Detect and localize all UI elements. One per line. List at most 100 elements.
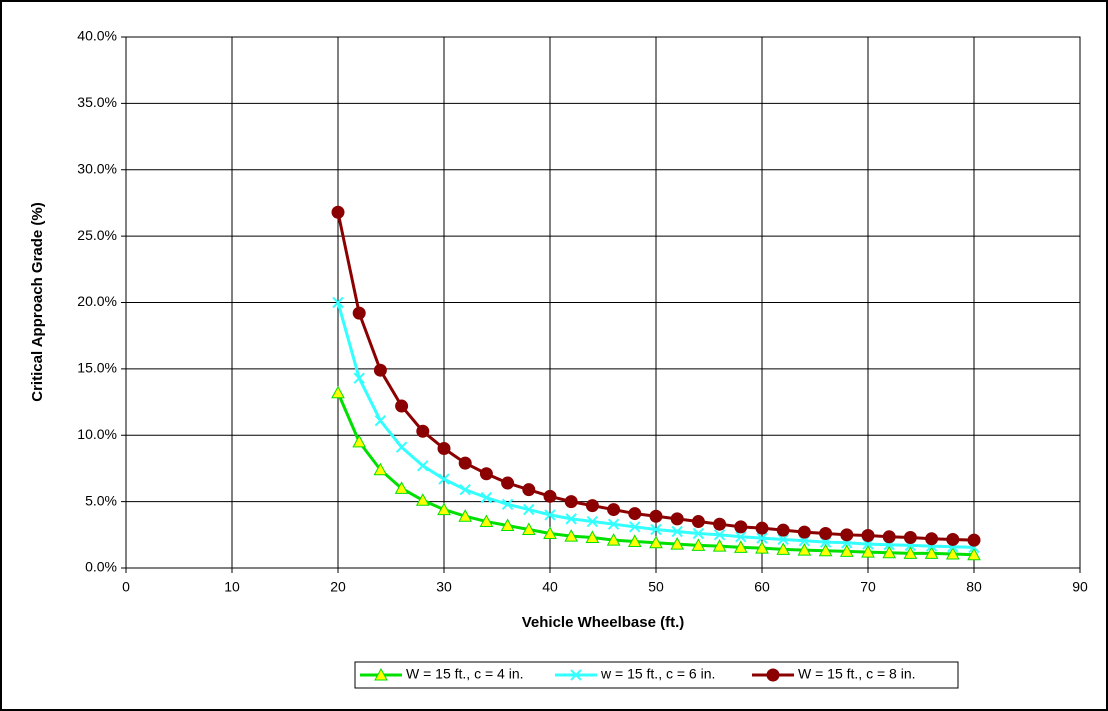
marker — [437, 502, 451, 516]
marker — [903, 546, 918, 559]
marker — [565, 513, 577, 525]
marker — [543, 526, 557, 539]
marker — [882, 545, 897, 559]
marker — [352, 306, 366, 320]
x-tick-label: 90 — [1072, 579, 1088, 595]
x-tick-label: 70 — [860, 579, 876, 595]
marker — [756, 532, 768, 544]
marker — [501, 498, 514, 510]
marker — [882, 530, 896, 544]
marker — [607, 503, 621, 517]
marker — [480, 491, 493, 504]
marker — [417, 460, 429, 472]
marker — [670, 537, 685, 550]
marker — [438, 473, 450, 485]
marker — [924, 546, 939, 559]
y-tick-label: 30.0% — [77, 160, 117, 176]
marker — [818, 543, 833, 557]
marker — [500, 518, 515, 532]
marker — [797, 543, 812, 556]
marker — [945, 547, 960, 560]
marker — [629, 521, 641, 533]
x-tick-label: 40 — [542, 579, 558, 595]
marker — [570, 669, 582, 681]
y-tick-label: 10.0% — [77, 426, 117, 442]
legend-box — [354, 661, 959, 689]
marker — [374, 414, 387, 427]
legend-label: w = 15 ft., c = 6 in. — [600, 666, 715, 682]
marker — [523, 503, 535, 516]
marker — [691, 538, 706, 551]
marker — [395, 399, 409, 413]
marker — [946, 532, 960, 546]
marker — [839, 544, 854, 557]
y-tick-label: 0.0% — [85, 559, 117, 575]
legend-label: W = 15 ft., c = 4 in. — [406, 666, 524, 682]
marker — [373, 363, 387, 377]
marker — [437, 442, 451, 456]
marker — [733, 540, 748, 553]
y-tick-label: 20.0% — [77, 293, 117, 309]
marker — [628, 507, 642, 521]
marker — [692, 527, 705, 540]
marker — [712, 539, 727, 552]
marker — [776, 542, 791, 555]
y-tick-label: 35.0% — [77, 94, 117, 110]
y-axis-label: Critical Approach Grade (%) — [29, 202, 46, 401]
marker — [627, 534, 642, 547]
marker — [331, 205, 345, 219]
marker — [734, 520, 748, 534]
marker — [564, 529, 579, 542]
marker — [459, 483, 471, 496]
marker — [585, 530, 600, 543]
x-axis-label: Vehicle Wheelbase (ft.) — [522, 614, 685, 631]
marker — [521, 522, 536, 536]
marker — [670, 512, 684, 526]
marker — [586, 515, 599, 528]
y-tick-label: 15.0% — [77, 360, 117, 376]
marker — [479, 467, 493, 481]
marker — [415, 493, 430, 506]
marker — [458, 456, 472, 470]
y-tick-label: 40.0% — [77, 28, 117, 44]
marker — [394, 481, 409, 494]
marker — [903, 530, 917, 544]
marker — [766, 668, 780, 682]
legend-label: W = 15 ft., c = 8 in. — [798, 666, 916, 682]
marker — [671, 525, 683, 538]
legend: W = 15 ft., c = 4 in. w = 15 ft., c = 6 i… — [354, 661, 959, 689]
x-tick-label: 30 — [436, 579, 452, 595]
marker — [755, 541, 769, 554]
y-tick-label: 25.0% — [77, 227, 117, 243]
marker — [713, 517, 727, 531]
marker — [691, 515, 705, 529]
marker — [479, 514, 494, 528]
marker — [374, 667, 388, 681]
marker — [755, 521, 769, 535]
marker — [776, 523, 790, 537]
marker — [332, 296, 344, 309]
marker — [373, 462, 388, 476]
x-tick-label: 0 — [122, 579, 130, 595]
marker — [331, 385, 345, 399]
marker — [819, 526, 833, 540]
x-tick-label: 10 — [224, 579, 240, 595]
marker — [735, 531, 747, 543]
marker — [416, 424, 430, 438]
x-tick-label: 20 — [330, 579, 346, 595]
marker — [395, 441, 408, 453]
marker — [925, 532, 939, 546]
marker — [606, 533, 621, 546]
x-tick-label: 80 — [966, 579, 982, 595]
marker — [713, 529, 726, 541]
marker — [967, 547, 981, 561]
marker — [777, 533, 789, 546]
marker — [649, 535, 663, 549]
marker — [585, 499, 599, 513]
marker — [861, 545, 875, 558]
marker — [840, 528, 854, 542]
marker — [458, 509, 473, 522]
marker — [607, 518, 620, 530]
marker — [544, 509, 556, 521]
